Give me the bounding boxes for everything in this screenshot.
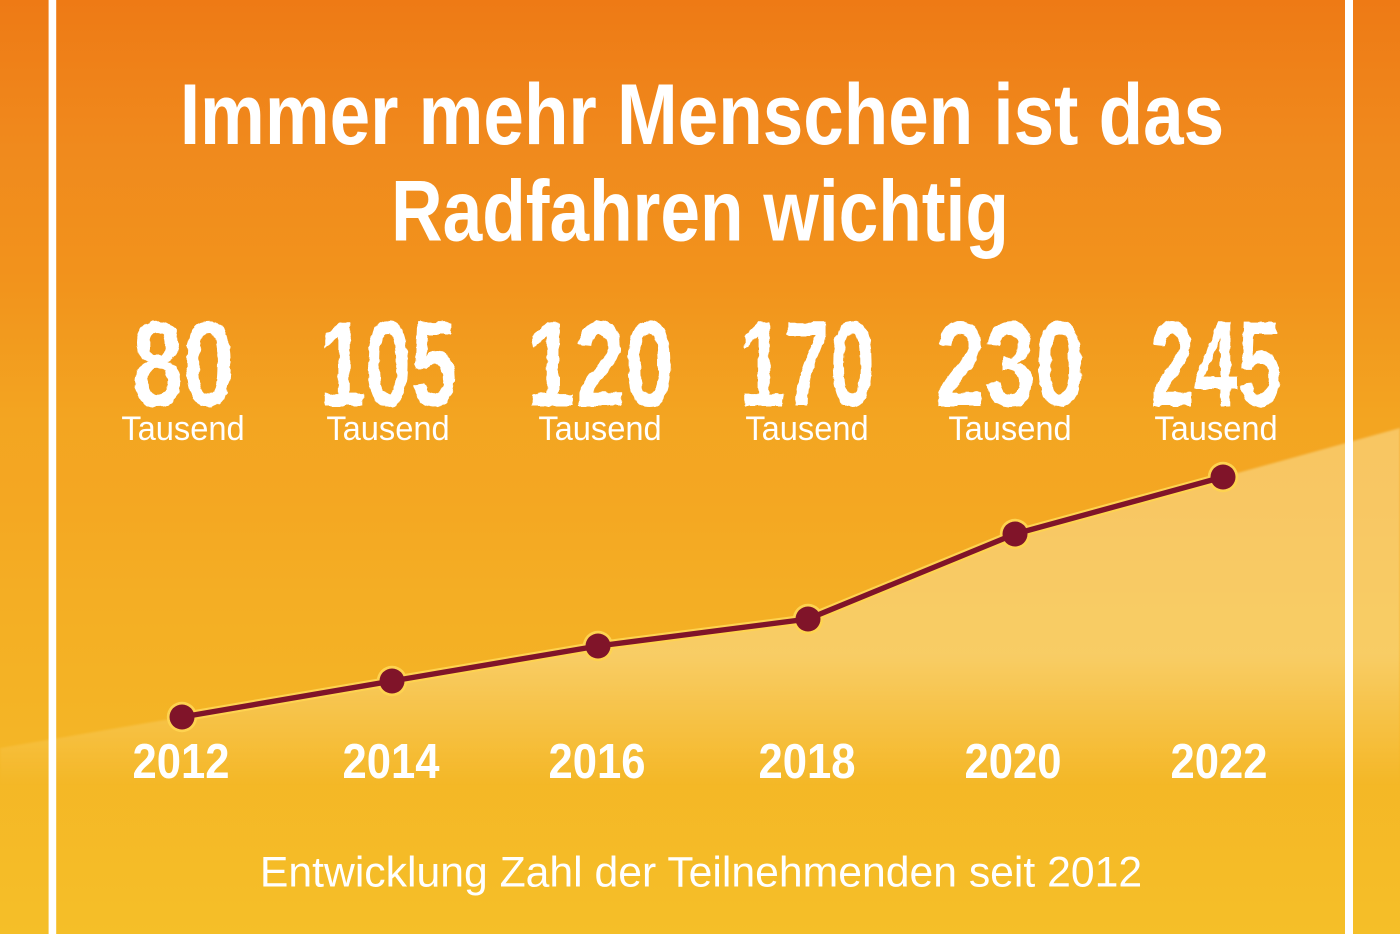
svg-text:2022: 2022	[1170, 734, 1267, 789]
svg-text:80: 80	[132, 295, 234, 432]
svg-text:Tausend: Tausend	[948, 410, 1071, 448]
svg-text:Tausend: Tausend	[121, 410, 244, 448]
svg-text:Entwicklung Zahl der Teilnehme: Entwicklung Zahl der Teilnehmenden seit …	[260, 848, 1142, 896]
svg-text:2020: 2020	[964, 734, 1061, 789]
svg-text:245: 245	[1150, 295, 1281, 432]
svg-text:170: 170	[739, 295, 875, 431]
svg-text:2014: 2014	[342, 734, 439, 789]
svg-text:Immer mehr Menschen ist das: Immer mehr Menschen ist das	[180, 66, 1224, 162]
svg-text:Tausend: Tausend	[326, 410, 449, 448]
svg-text:2012: 2012	[132, 734, 229, 789]
svg-text:120: 120	[526, 295, 674, 432]
svg-text:Tausend: Tausend	[745, 410, 868, 448]
svg-text:2018: 2018	[758, 734, 855, 789]
svg-text:105: 105	[319, 297, 457, 433]
svg-text:Tausend: Tausend	[538, 410, 661, 448]
svg-text:Tausend: Tausend	[1154, 410, 1277, 448]
svg-text:2016: 2016	[548, 734, 645, 789]
svg-text:230: 230	[935, 295, 1085, 432]
svg-text:Radfahren wichtig: Radfahren wichtig	[391, 163, 1009, 259]
